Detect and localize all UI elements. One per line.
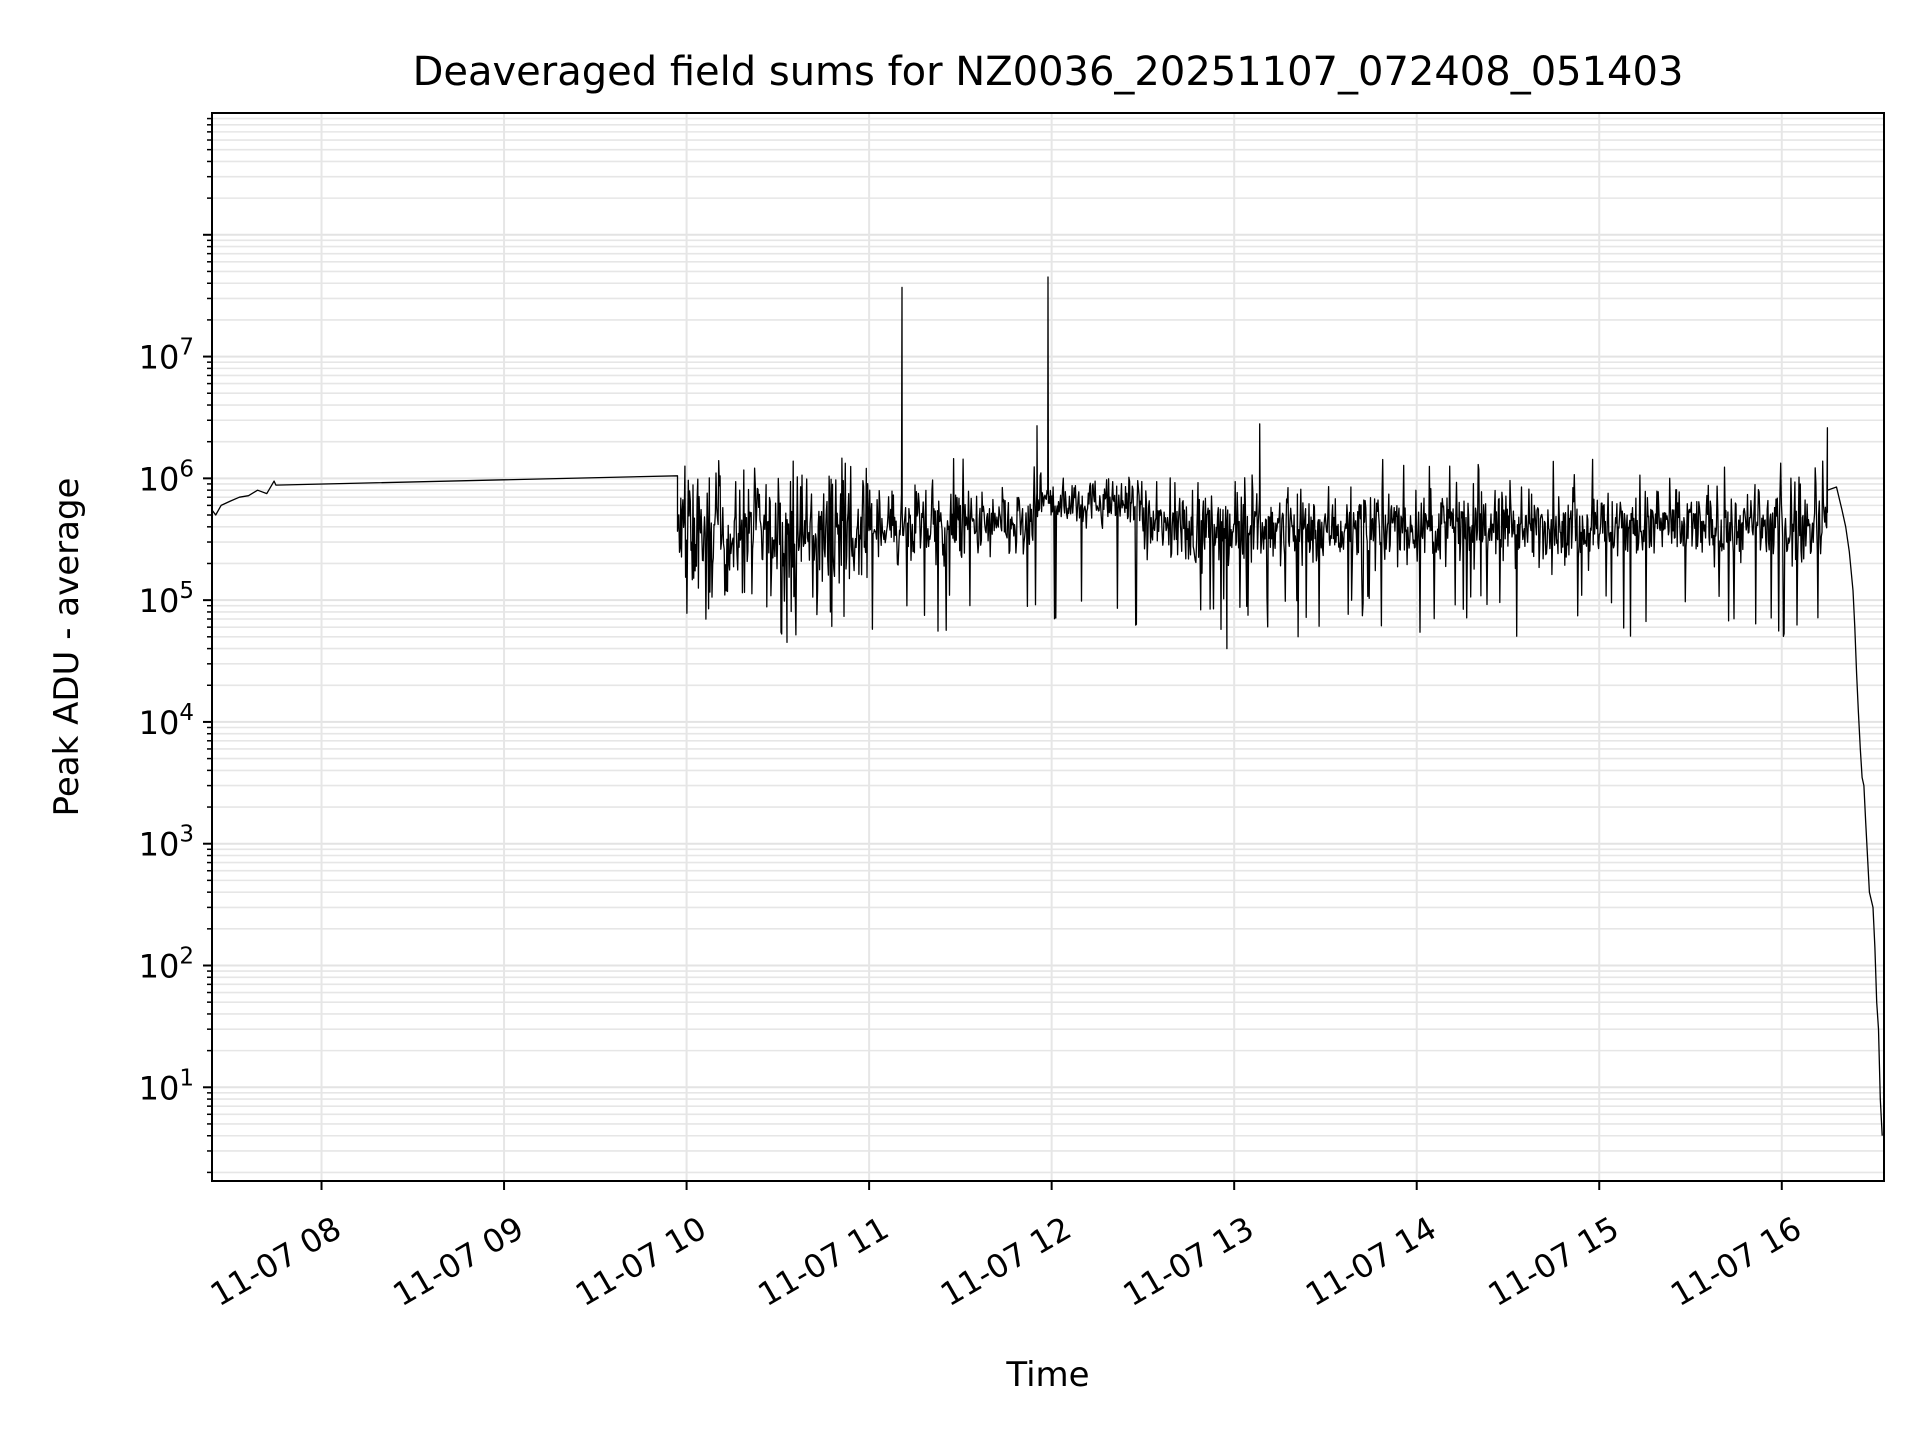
x-tick-label: 11-07 09 bbox=[386, 1209, 530, 1314]
series-line-peak-adu bbox=[211, 276, 1883, 1136]
y-tick-label-base: 10 bbox=[139, 582, 180, 620]
y-axis-label: Peak ADU - average bbox=[47, 478, 87, 817]
y-tick-label-exponent: 1 bbox=[179, 1065, 194, 1091]
x-axis-label: Time bbox=[1005, 1355, 1089, 1395]
y-tick-label-base: 10 bbox=[139, 947, 180, 985]
x-tick-label: 11-07 08 bbox=[204, 1209, 348, 1314]
y-tick-label-base: 10 bbox=[139, 1069, 180, 1107]
chart-title: Deaveraged field sums for NZ0036_2025110… bbox=[413, 49, 1684, 95]
y-tick-label-exponent: 3 bbox=[179, 822, 194, 848]
y-tick-label-exponent: 5 bbox=[179, 578, 194, 604]
data-layer bbox=[211, 276, 1883, 1136]
x-tick-label: 11-07 13 bbox=[1117, 1209, 1261, 1314]
x-tick-label: 11-07 10 bbox=[569, 1209, 713, 1314]
y-tick-label-base: 10 bbox=[139, 460, 180, 498]
y-tick-label: 102 bbox=[139, 943, 194, 985]
y-tick-label-base: 10 bbox=[139, 826, 180, 864]
y-tick-label: 101 bbox=[139, 1065, 194, 1107]
y-tick-label: 103 bbox=[139, 822, 194, 864]
y-tick-label: 106 bbox=[139, 456, 194, 498]
plot-frame bbox=[211, 112, 1885, 1182]
x-tick-label: 11-07 12 bbox=[934, 1209, 1078, 1314]
x-tick-label: 11-07 11 bbox=[752, 1209, 896, 1314]
y-tick-label: 107 bbox=[139, 335, 194, 377]
y-tick-label-base: 10 bbox=[139, 704, 180, 742]
y-tick-label-exponent: 2 bbox=[179, 943, 194, 969]
y-tick-label-exponent: 6 bbox=[179, 456, 194, 482]
y-tick-label-exponent: 4 bbox=[179, 700, 194, 726]
x-tick-label: 11-07 14 bbox=[1299, 1209, 1443, 1314]
y-tick-label-exponent: 7 bbox=[179, 335, 194, 361]
grid-layer bbox=[212, 113, 1884, 1181]
x-tick-label: 11-07 15 bbox=[1482, 1209, 1626, 1314]
y-tick-label: 105 bbox=[139, 578, 194, 620]
y-tick-label: 104 bbox=[139, 700, 194, 742]
y-tick-label-base: 10 bbox=[139, 339, 180, 377]
x-tick-label: 11-07 16 bbox=[1664, 1209, 1808, 1314]
